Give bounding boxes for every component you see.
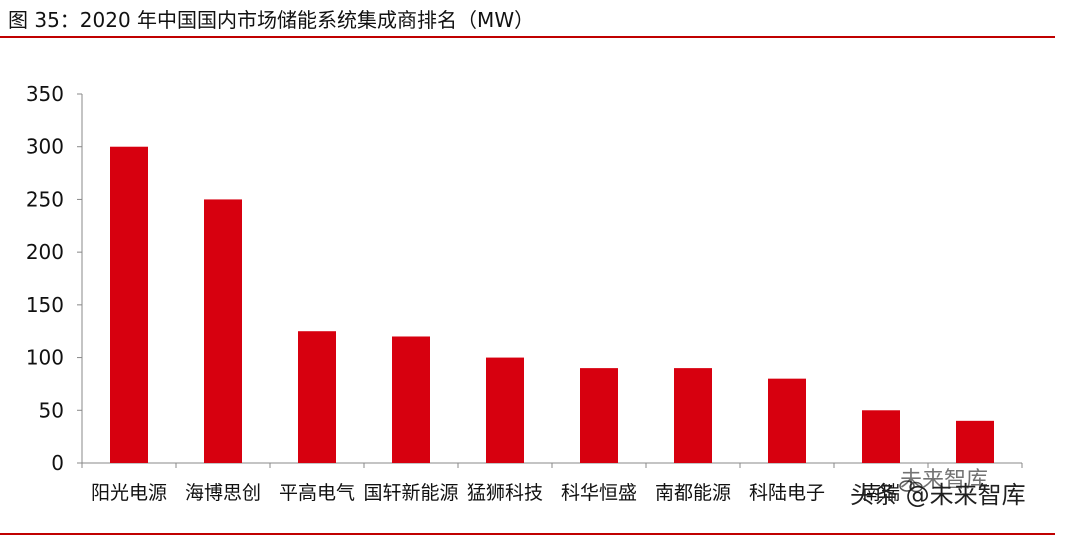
watermark-text-faded: 未来智库 <box>900 468 989 493</box>
watermark-text: 头条 @未来智库 <box>850 481 1026 509</box>
bar <box>392 336 430 463</box>
x-tick-label: 海博思创 <box>185 482 261 504</box>
y-tick-label: 300 <box>26 135 64 159</box>
bottom-rule <box>0 533 1055 535</box>
y-tick-label: 250 <box>26 187 64 211</box>
bar <box>110 146 148 463</box>
x-tick-label: 科陆电子 <box>749 482 825 504</box>
x-tick-label: 阳光电源 <box>91 482 167 504</box>
y-tick-label: 0 <box>51 451 64 475</box>
top-rule <box>0 36 1055 38</box>
x-tick-label: 猛狮科技 <box>467 482 543 504</box>
bar <box>862 410 900 463</box>
y-tick-label: 100 <box>26 346 64 370</box>
page-title: 图 35：2020 年中国国内市场储能系统集成商排名（MW） <box>8 8 535 32</box>
bar <box>486 357 524 463</box>
x-tick-label: 科华恒盛 <box>561 482 637 504</box>
y-tick-label: 50 <box>39 398 64 422</box>
bar <box>298 331 336 463</box>
watermark-icon <box>899 480 923 493</box>
y-tick-label: 200 <box>26 240 64 264</box>
bar <box>956 420 994 463</box>
x-tick-label: 平高电气 <box>279 482 355 504</box>
y-tick-label: 150 <box>26 293 64 317</box>
y-tick-label: 350 <box>26 82 64 106</box>
x-tick-label: 南都能源 <box>655 482 731 504</box>
bar <box>204 199 242 463</box>
bar <box>674 368 712 463</box>
bar <box>768 378 806 463</box>
x-tick-label: 国轩新能源 <box>363 482 458 504</box>
x-tick-label: 南瑞 <box>862 482 900 504</box>
bar <box>580 368 618 463</box>
